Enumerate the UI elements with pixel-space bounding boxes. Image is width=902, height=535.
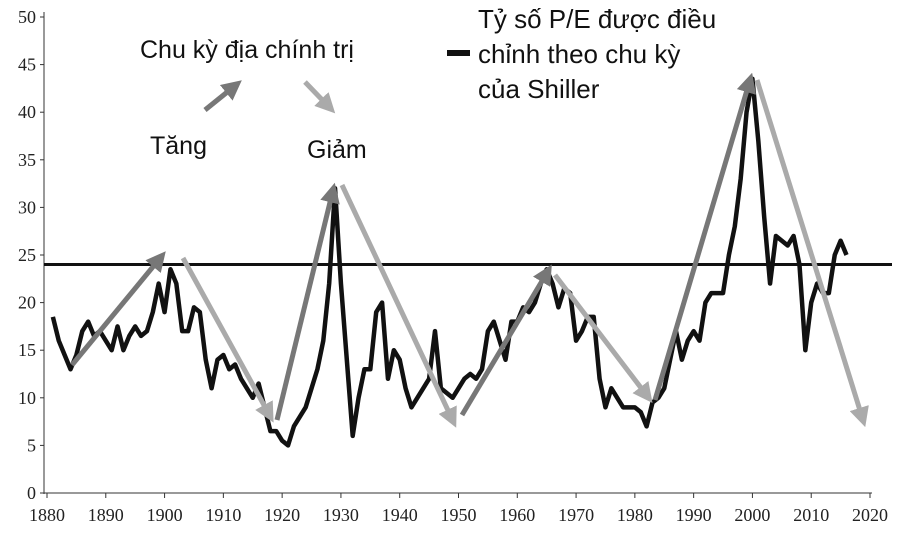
y-tick-label: 30 [18,197,36,217]
arrow-up [203,80,242,112]
x-tick-label: 1940 [382,505,418,525]
x-tick-label: 1990 [676,505,712,525]
arrow-up [274,182,340,421]
arrow-down [553,273,653,403]
annotation: Giảm [307,136,367,164]
annotation: Tăng [150,132,207,160]
y-tick-label: 40 [18,102,36,122]
arrow-up [652,72,757,401]
data-line [50,76,849,448]
y-tick-label: 50 [18,7,36,27]
y-tick-label: 10 [18,388,36,408]
x-tick-label: 1890 [88,505,124,525]
x-tick-label: 1910 [205,505,241,525]
x-tick-label: 1880 [29,505,65,525]
x-tick-label: 2020 [852,505,888,525]
x-tick-label: 1930 [323,505,359,525]
arrow-up [459,264,552,417]
plot-area: 0 5 10 15 20 25 30 35 40 45 50 1880 1890 1900 1910 1920… [18,7,892,525]
y-tick-label: 0 [27,483,36,503]
arrows [70,72,869,428]
x-tick-label: 1960 [499,505,535,525]
arrow-down [339,183,457,428]
x-tick-label: 1970 [558,505,594,525]
x-tick-label: 1980 [617,505,653,525]
arrow-up [70,251,166,367]
x-tick-label: 2000 [734,505,770,525]
arrow-down [303,80,336,114]
legend-label: Tỷ số P/E được điều chỉnh theo chu kỳ củ… [478,4,717,104]
y-tick-label: 20 [18,293,36,313]
arrow-down [754,79,869,428]
x-tick-label: 1920 [264,505,300,525]
y-tick-label: 15 [18,340,36,360]
x-tick-label: 1950 [441,505,477,525]
arrow-down [180,256,274,423]
y-tick-label: 45 [18,55,36,75]
y-tick-label: 5 [27,435,36,455]
x-tick-label: 2010 [793,505,829,525]
y-tick-label: 35 [18,150,36,170]
x-tick-label: 1900 [147,505,183,525]
y-tick-label: 25 [18,245,36,265]
annotation: Chu kỳ địa chính trị [140,36,354,64]
